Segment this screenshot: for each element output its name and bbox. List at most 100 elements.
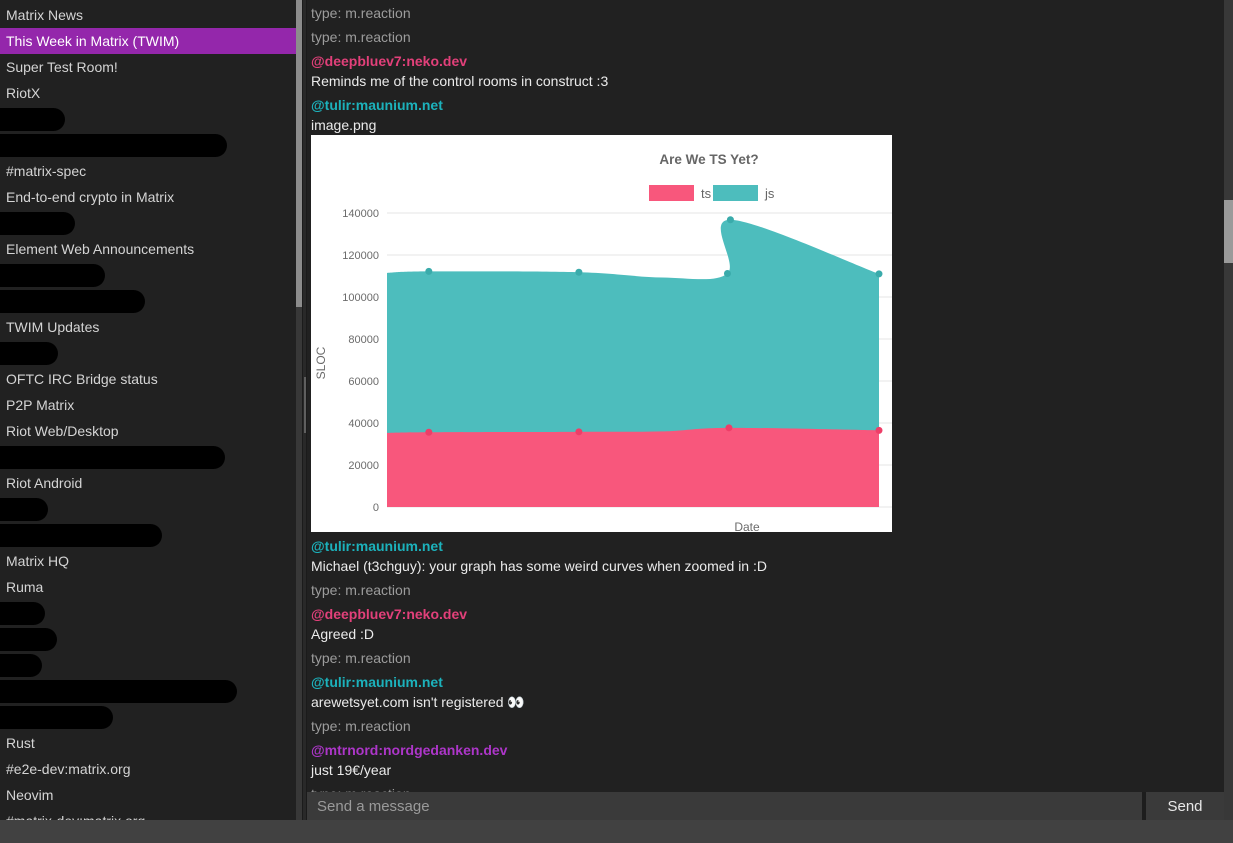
- room-list-item[interactable]: [0, 340, 296, 366]
- chat-event: @tulir:maunium.net arewetsyet.com isn't r…: [311, 672, 1224, 712]
- room-list-item[interactable]: Neovim: [6, 787, 54, 803]
- room-list-item[interactable]: Matrix News: [6, 7, 84, 23]
- message-text: arewetsyet.com isn't registered 👀: [311, 694, 525, 710]
- room-list-item[interactable]: [0, 652, 296, 678]
- svg-text:Are We TS Yet?: Are We TS Yet?: [659, 152, 758, 167]
- room-list-item[interactable]: Super Test Room!: [6, 59, 118, 75]
- room-list-item[interactable]: Rust: [6, 735, 35, 751]
- room-list-item[interactable]: [0, 626, 296, 652]
- room-list-item[interactable]: [0, 210, 296, 236]
- redacted-room-name: [0, 133, 227, 157]
- room-list-item[interactable]: [0, 496, 296, 522]
- room-list-item[interactable]: This Week in Matrix (TWIM): [0, 28, 296, 54]
- room-list-item[interactable]: [0, 704, 296, 730]
- message-sender[interactable]: @tulir:maunium.net: [311, 538, 443, 554]
- room-list-item[interactable]: [0, 678, 296, 704]
- event-type-label: type: m.reaction: [311, 29, 411, 45]
- svg-text:80000: 80000: [348, 334, 379, 346]
- svg-text:js: js: [764, 186, 775, 201]
- status-bar: [0, 820, 1233, 843]
- chat-event: @tulir:maunium.net image.png 0 20000 40000 60…: [311, 95, 1224, 532]
- chat-event: type: m.reaction: [311, 716, 1224, 736]
- svg-text:100000: 100000: [342, 292, 379, 304]
- redacted-room-name: [0, 341, 58, 365]
- room-list-item[interactable]: P2P Matrix: [6, 397, 75, 413]
- svg-text:ts: ts: [701, 186, 712, 201]
- redacted-room-name: [0, 211, 75, 235]
- svg-text:120000: 120000: [342, 250, 379, 262]
- message-sender[interactable]: @tulir:maunium.net: [311, 674, 443, 690]
- room-list-item[interactable]: RiotX: [6, 85, 41, 101]
- event-type-label: type: m.reaction: [311, 718, 411, 734]
- room-list-item[interactable]: Riot Android: [6, 475, 83, 491]
- sidebar-scrollbar-thumb[interactable]: [296, 0, 302, 307]
- composer: Send: [307, 792, 1224, 820]
- event-type-label: type: m.reaction: [311, 650, 411, 666]
- svg-text:0: 0: [373, 502, 379, 514]
- room-list-item[interactable]: TWIM Updates: [6, 319, 100, 335]
- panel-resize-handle[interactable]: [302, 0, 307, 820]
- chat-scrollbar-thumb[interactable]: [1224, 200, 1233, 263]
- send-button[interactable]: Send: [1146, 792, 1224, 820]
- room-list-item[interactable]: OFTC IRC Bridge status: [6, 371, 158, 387]
- room-list-item[interactable]: [0, 444, 296, 470]
- svg-text:60000: 60000: [348, 376, 379, 388]
- message-text: just 19€/year: [311, 762, 392, 778]
- sidebar-scrollbar[interactable]: [296, 0, 302, 820]
- message-text: Agreed :D: [311, 626, 375, 642]
- redacted-room-name: [0, 627, 57, 651]
- svg-text:40000: 40000: [348, 418, 379, 430]
- room-list-item[interactable]: [0, 522, 296, 548]
- chat-event: @mtrnord:nordgedanken.dev just 19€/year: [311, 740, 1224, 780]
- redacted-room-name: [0, 497, 48, 521]
- svg-text:20000: 20000: [348, 460, 379, 472]
- redacted-room-name: [0, 107, 65, 131]
- resize-grip-icon: [304, 377, 306, 433]
- message-sender[interactable]: @deepbluev7:neko.dev: [311, 53, 468, 69]
- chat-panel: type: m.reaction type: m.reaction @deepblu…: [307, 0, 1224, 820]
- redacted-room-name: [0, 601, 45, 625]
- chat-event: type: m.reaction: [311, 27, 1224, 47]
- event-type-label: type: m.reaction: [311, 5, 411, 21]
- room-list-item[interactable]: [0, 106, 296, 132]
- chat-event: type: m.reaction: [311, 648, 1224, 668]
- svg-text:Date: Date: [734, 520, 760, 532]
- message-input[interactable]: [307, 792, 1142, 820]
- room-list-item[interactable]: [0, 132, 296, 158]
- room-list-item[interactable]: Element Web Announcements: [6, 241, 195, 257]
- room-list-item[interactable]: #matrix-dev:matrix.org: [0, 808, 296, 820]
- room-list-item[interactable]: [0, 262, 296, 288]
- event-type-label: type: m.reaction: [311, 582, 411, 598]
- chat-event: @deepbluev7:neko.dev Agreed :D: [311, 604, 1224, 644]
- redacted-room-name: [0, 679, 237, 703]
- chat-event: @deepbluev7:neko.dev Reminds me of the co…: [311, 51, 1224, 91]
- redacted-room-name: [0, 653, 42, 677]
- message-sender[interactable]: @mtrnord:nordgedanken.dev: [311, 742, 508, 758]
- message-text: Michael (t3chguy): your graph has some w…: [311, 558, 767, 574]
- room-list-item[interactable]: Matrix HQ: [6, 553, 69, 569]
- message-text: Reminds me of the control rooms in const…: [311, 73, 609, 89]
- redacted-room-name: [0, 705, 113, 729]
- room-list-item[interactable]: Riot Web/Desktop: [6, 423, 119, 439]
- room-list-item[interactable]: #matrix-spec: [6, 163, 87, 179]
- message-attachment[interactable]: 0 20000 40000 60000 80000 100000 120000 140000 A…: [311, 135, 1224, 532]
- room-list-item[interactable]: End-to-end crypto in Matrix: [6, 189, 175, 205]
- chat-event: type: m.reaction: [311, 580, 1224, 600]
- redacted-room-name: [0, 263, 105, 287]
- redacted-room-name: [0, 289, 145, 313]
- image-filename: image.png: [311, 117, 377, 133]
- redacted-room-name: [0, 445, 225, 469]
- chat-scrollbar[interactable]: [1224, 0, 1233, 820]
- room-list-item[interactable]: #e2e-dev:matrix.org: [6, 761, 131, 777]
- svg-text:140000: 140000: [342, 208, 379, 220]
- room-list: Matrix News This Week in Matrix (TWIM) Sup…: [0, 0, 296, 820]
- svg-text:SLOC: SLOC: [314, 346, 328, 379]
- room-list-item[interactable]: [0, 288, 296, 314]
- message-sender[interactable]: @tulir:maunium.net: [311, 97, 443, 113]
- message-sender[interactable]: @deepbluev7:neko.dev: [311, 606, 468, 622]
- chart-image[interactable]: 0 20000 40000 60000 80000 100000 120000 140000 A…: [311, 135, 892, 532]
- room-list-item[interactable]: [0, 600, 296, 626]
- app-window: Matrix News This Week in Matrix (TWIM) Sup…: [0, 0, 1233, 820]
- room-list-item[interactable]: Ruma: [6, 579, 44, 595]
- redacted-room-name: [0, 523, 162, 547]
